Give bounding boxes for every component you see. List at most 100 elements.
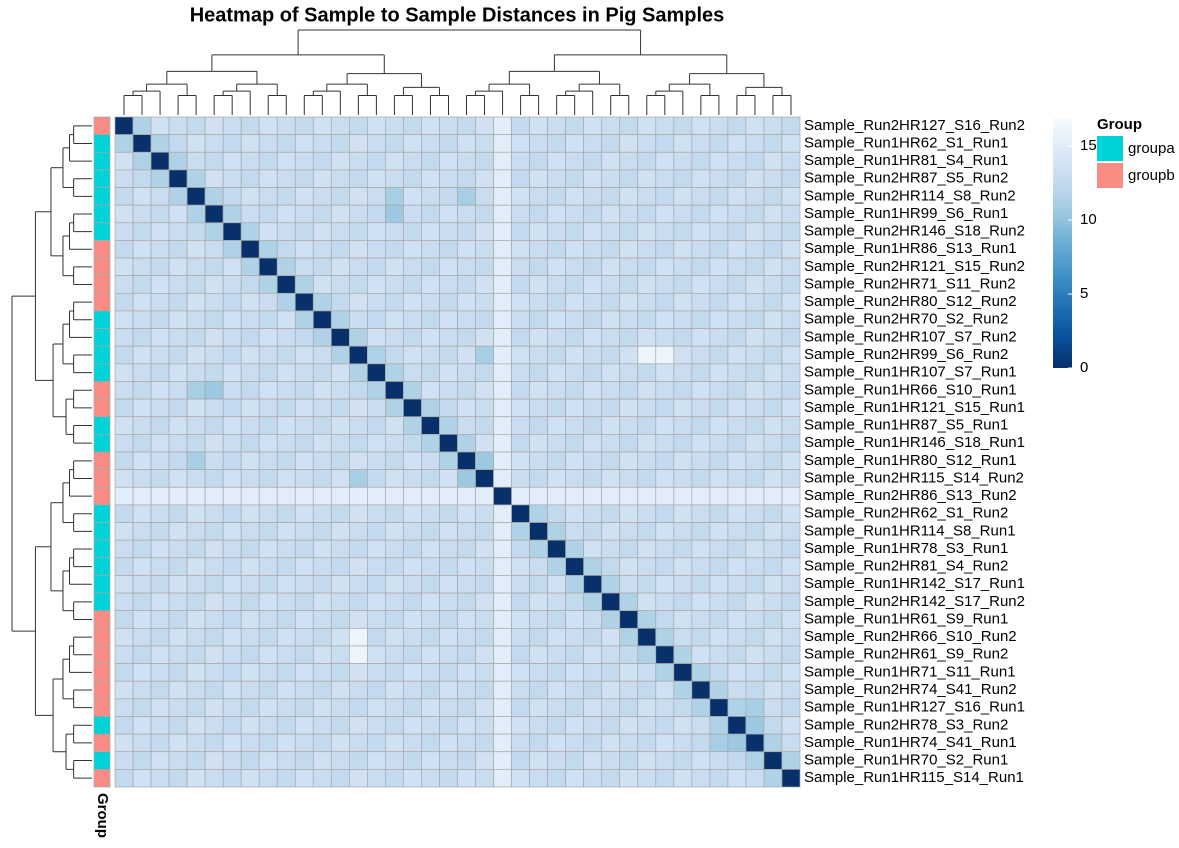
heatmap-cell [565,434,585,453]
heatmap-cell [709,751,729,770]
heatmap-cell [475,328,494,347]
heatmap-cell [547,204,567,224]
heatmap-cell [547,134,567,153]
heatmap-cell [222,345,242,365]
heatmap-cell [511,592,530,612]
heatmap-cell [475,486,494,506]
heatmap-cell [330,328,350,347]
heatmap-cell [763,275,783,294]
heatmap-cell [132,363,152,382]
heatmap-cell [439,345,458,365]
heatmap-cell [547,610,567,629]
heatmap-cell [709,434,729,453]
heatmap-cell [781,222,801,241]
heatmap-cell [691,680,711,700]
heatmap-cell [709,187,729,206]
heatmap-cell [727,292,747,312]
heatmap-cell [565,751,585,770]
heatmap-cell [673,557,693,576]
heatmap-cell [547,486,567,506]
heatmap-cell [312,769,332,788]
heatmap-cell [691,451,711,470]
heatmap-cell [403,733,422,753]
heatmap-cell [691,627,711,647]
heatmap-cell [511,187,530,206]
heatmap-cell [222,504,242,523]
heatmap-cell [511,504,530,523]
heatmap-cell [312,663,332,682]
heatmap-cell [348,116,368,135]
heatmap-cell [709,398,729,418]
heatmap-cell [511,451,530,470]
heatmap-cell [781,134,801,153]
heatmap-cell [457,310,476,329]
heatmap-cell [457,381,476,400]
heatmap-cell [583,610,603,629]
heatmap-cell [637,434,657,453]
heatmap-cell [583,539,603,559]
heatmap-cell [385,134,404,153]
heatmap-cell [186,575,206,594]
heatmap-cell [475,610,494,629]
heatmap-cell [348,539,368,559]
heatmap-cell [529,522,548,541]
heatmap-cell [781,733,801,753]
heatmap-cell [348,416,368,435]
heatmap-cell [637,328,657,347]
heatmap-cell [655,169,675,188]
heatmap-cell [529,292,548,312]
heatmap-cell [763,645,783,664]
heatmap-cell [150,434,170,453]
heatmap-cell [763,363,783,382]
heatmap-cell [330,257,350,277]
heatmap-cell [619,645,639,664]
heatmap-cell [132,240,152,259]
heatmap-cell [583,769,603,788]
heatmap-cell [312,134,332,153]
heatmap-cell [421,716,440,735]
heatmap-cell [529,610,548,629]
heatmap-cell [114,310,134,329]
heatmap-cell [457,751,476,770]
heatmap-cell [691,663,711,682]
heatmap-cell [691,328,711,347]
colorbar [1053,118,1072,368]
heatmap-cell [403,610,422,629]
heatmap-cell [330,469,350,488]
heatmap-cell [403,363,422,382]
heatmap-cell [439,240,458,259]
heatmap-cell [781,240,801,259]
heatmap-cell [150,257,170,277]
heatmap-cell [547,275,567,294]
heatmap-cell [691,240,711,259]
heatmap-cell [583,151,603,171]
heatmap-cell [439,627,458,647]
heatmap-cell [565,645,585,664]
heatmap-cell [348,398,368,418]
heatmap-cell [565,187,585,206]
heatmap-cell [312,539,332,559]
heatmap-cell [727,575,747,594]
heatmap-cell [601,240,621,259]
heatmap-cell [583,169,603,188]
heatmap-cell [367,504,386,523]
heatmap-cell [565,610,585,629]
heatmap-cell [493,663,512,682]
heatmap-cell [547,257,567,277]
heatmap-cell [547,398,567,418]
heatmap-cell [348,240,368,259]
heatmap-cell [709,486,729,506]
heatmap-cell [475,345,494,365]
row-label: Sample_Run1HR80_S12_Run1 [804,452,1017,469]
row-label: Sample_Run2HR115_S14_Run2 [804,469,1024,486]
heatmap-cell [258,751,278,770]
heatmap-cell [691,151,711,171]
heatmap-cell [655,310,675,329]
heatmap-cell [709,663,729,682]
heatmap-cell [294,733,314,753]
heatmap-cell [655,751,675,770]
heatmap-cell [385,240,404,259]
heatmap-cell [565,592,585,612]
heatmap-cell [312,187,332,206]
heatmap-cell [745,698,765,717]
